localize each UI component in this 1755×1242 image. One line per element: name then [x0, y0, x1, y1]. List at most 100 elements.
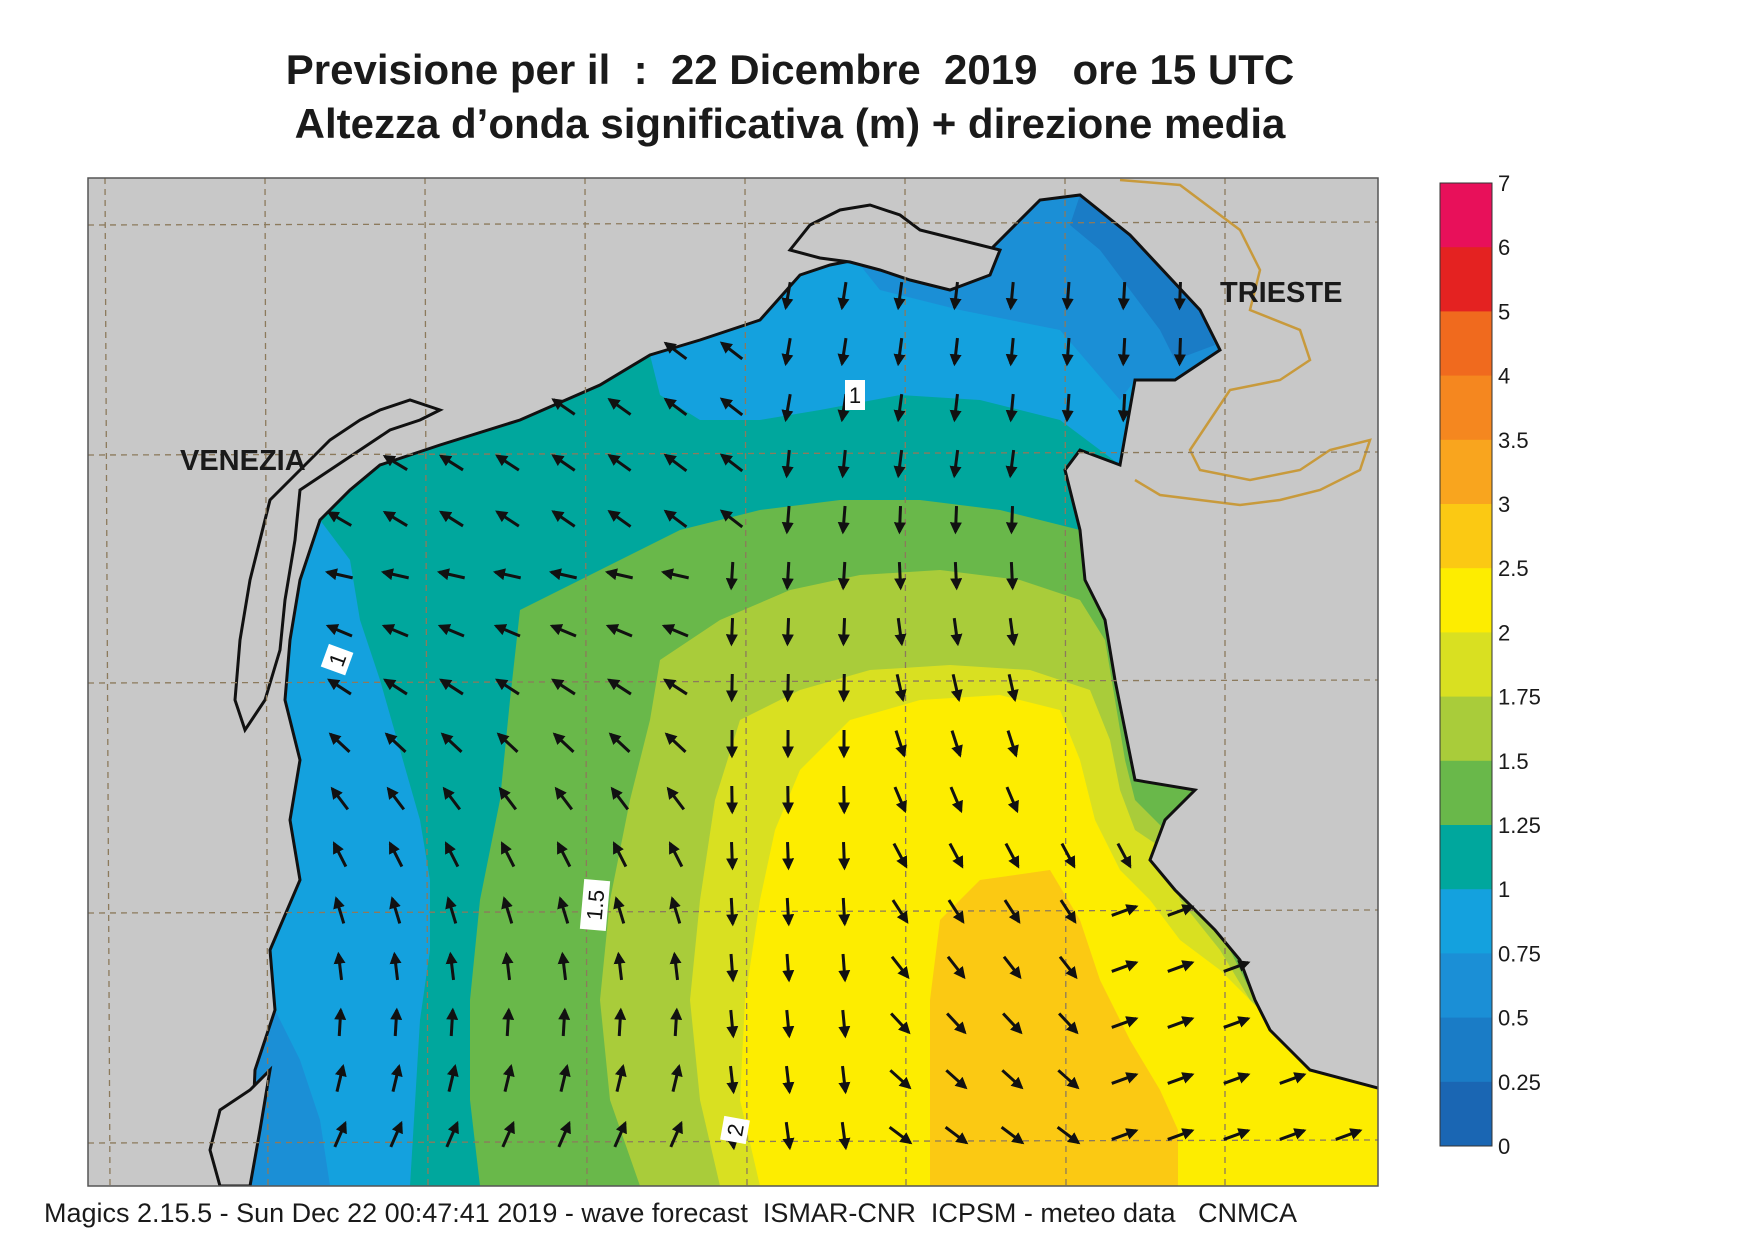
wave-arrow [782, 953, 795, 983]
wave-arrow [781, 673, 794, 703]
colorbar-swatch [1440, 696, 1492, 762]
wave-arrow [893, 281, 906, 311]
wave-arrow [444, 841, 460, 868]
wave-arrow [333, 951, 346, 981]
wave-arrow [493, 624, 521, 638]
wave-arrow [1056, 1126, 1081, 1145]
wave-arrow [549, 624, 577, 638]
wave-arrow [605, 624, 633, 638]
wave-arrow [334, 1007, 347, 1037]
wave-arrow [326, 511, 353, 527]
wave-arrow [332, 841, 348, 868]
wave-arrow [949, 449, 962, 479]
wave-arrow [945, 1069, 968, 1090]
wave-arrow [438, 454, 464, 472]
footer-credits: Magics 2.15.5 - Sun Dec 22 00:47:41 2019… [44, 1198, 1298, 1228]
colorbar-swatch [1440, 760, 1492, 826]
coastline [248, 193, 1378, 1186]
wave-arrow [502, 1007, 515, 1037]
wave-arrow [548, 568, 578, 581]
colorbar-label: 2.5 [1498, 556, 1529, 581]
wave-arrow [838, 1009, 851, 1039]
wave-arrow [1004, 842, 1020, 869]
wave-arrow [383, 678, 408, 696]
contour-label-1.5: 1.5 [579, 878, 611, 932]
wave-direction-arrows [324, 281, 1363, 1151]
wave-arrow [719, 509, 744, 529]
colorbar-swatch [1440, 439, 1492, 505]
wave-arrow [613, 1120, 627, 1148]
zone-2.5-3 [930, 870, 1178, 1186]
colorbar-swatch [1440, 183, 1492, 248]
wave-arrow [390, 1007, 403, 1037]
national-border [1119, 178, 1372, 507]
wave-arrow [893, 786, 907, 814]
wave-arrow [894, 673, 907, 703]
wave-arrow [495, 510, 520, 528]
wave-arrow [838, 841, 851, 871]
wave-arrow [946, 955, 966, 980]
wave-arrow [894, 617, 907, 647]
map-frame [87, 177, 1379, 1187]
wave-arrow [950, 561, 963, 591]
wave-arrow [893, 449, 906, 479]
wave-arrow [950, 617, 963, 647]
wave-arrow [1111, 960, 1139, 973]
wave-arrow [892, 842, 908, 869]
wave-arrow [949, 337, 962, 367]
wave-arrow [1002, 1012, 1023, 1035]
wave-arrow [1005, 505, 1018, 535]
wave-arrow [501, 1120, 515, 1148]
wave-arrow [556, 841, 572, 868]
wave-arrow [445, 896, 458, 924]
wave-arrow [1111, 1016, 1139, 1029]
wave-arrow [894, 730, 907, 758]
wave-arrow [1005, 337, 1018, 367]
wave-arrow [670, 1007, 683, 1037]
wave-arrow [500, 841, 516, 868]
lat-lon-grid [88, 178, 1378, 1186]
svg-text:2: 2 [722, 1122, 749, 1138]
svg-text:1: 1 [849, 383, 861, 408]
wave-arrow [661, 624, 689, 638]
wave-arrow [389, 1120, 403, 1148]
colorbar-swatch [1440, 504, 1492, 569]
wave-arrow [1001, 1069, 1024, 1090]
wave-arrow [782, 841, 795, 871]
wave-arrow [663, 678, 688, 696]
wave-arrow [781, 617, 794, 647]
wave-arrow [333, 1120, 347, 1148]
wave-arrow [1173, 281, 1186, 311]
wave-arrow [949, 786, 963, 814]
wave-arrow [492, 568, 522, 581]
wave-arrow [1058, 955, 1078, 980]
wave-arrow [1061, 281, 1074, 311]
wave-arrow [389, 896, 402, 924]
wave-arrow [1006, 730, 1019, 758]
wave-arrow [1005, 449, 1018, 479]
map-title-line2: Altezza d’onda significativa (m) + direz… [294, 100, 1286, 147]
wave-arrow [1111, 1072, 1139, 1085]
wave-arrow [1006, 561, 1019, 591]
wave-arrow [495, 678, 520, 696]
wave-arrow [781, 449, 794, 479]
wave-arrow [891, 899, 909, 924]
wave-arrow [380, 568, 410, 581]
wave-arrow [946, 1012, 967, 1035]
wave-arrow [557, 1120, 571, 1148]
wave-arrow [781, 561, 794, 591]
wave-arrow [949, 393, 962, 423]
wave-arrow [1167, 960, 1195, 973]
wave-arrow [664, 732, 687, 753]
colorbar-label: 2 [1498, 620, 1510, 645]
colorbar-label: 0.25 [1498, 1070, 1541, 1095]
wave-arrow [551, 398, 576, 416]
wave-arrow [1223, 1016, 1251, 1029]
wave-arrow [557, 896, 570, 924]
wave-arrow [1167, 1072, 1195, 1085]
wave-arrow [726, 1009, 739, 1039]
colorbar-label: 6 [1498, 235, 1510, 260]
wave-arrow [607, 398, 632, 416]
wave-arrow [388, 841, 404, 868]
